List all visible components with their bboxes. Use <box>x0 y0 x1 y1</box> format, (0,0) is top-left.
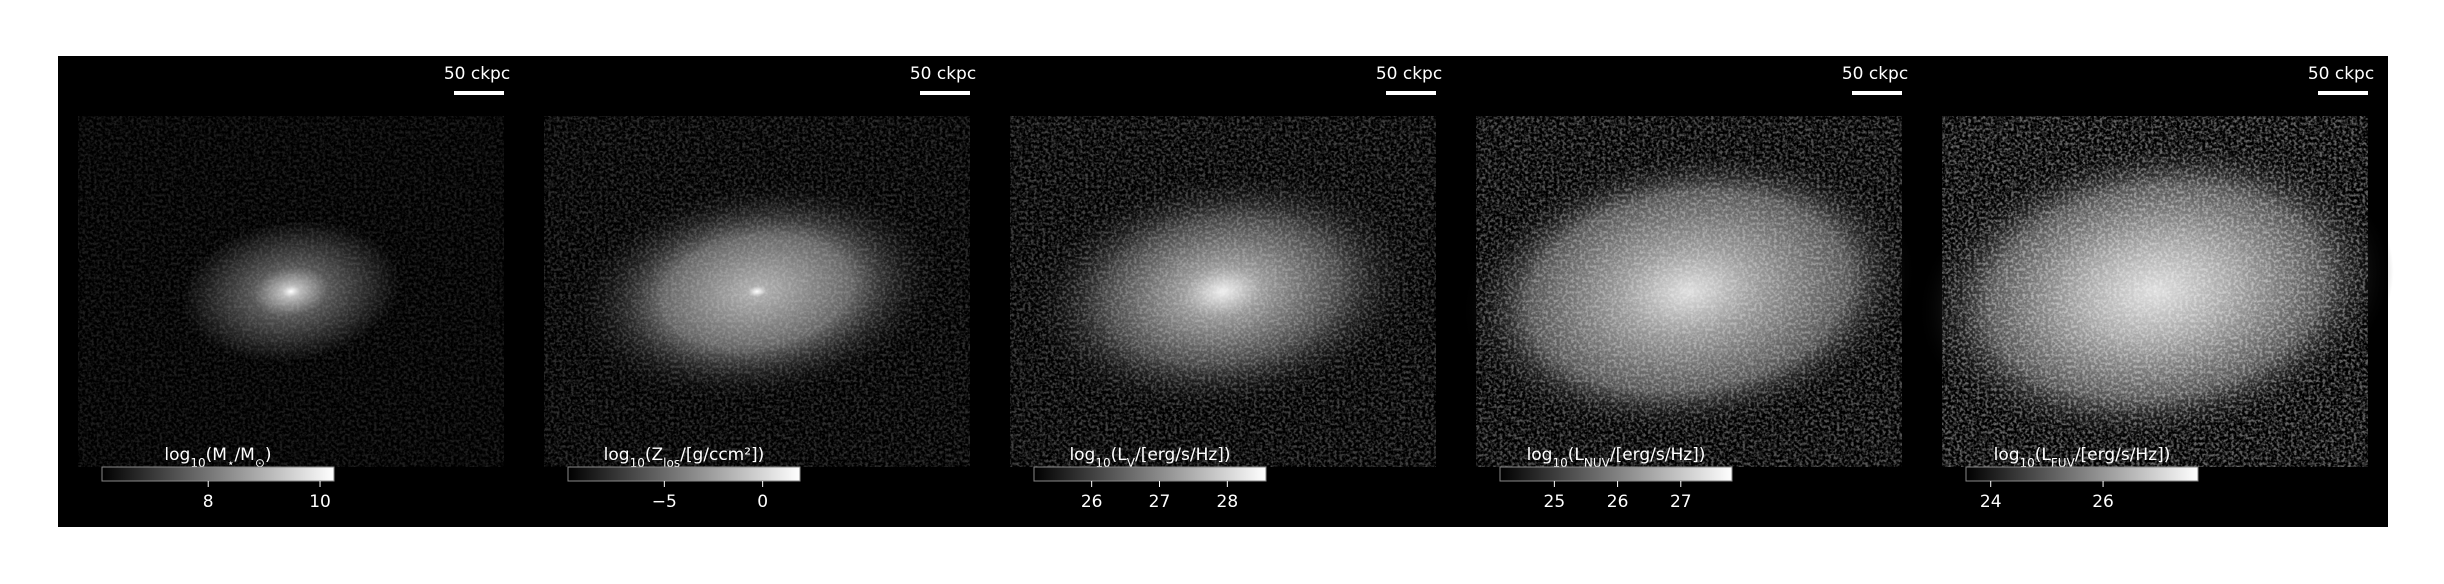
pixel-noise <box>1010 116 1436 467</box>
label-part: (L <box>1111 445 1128 465</box>
label-part: log <box>164 445 190 465</box>
scale-bar-label: 50 ckpc <box>1842 64 1908 84</box>
colorbar-tick-label: 26 <box>1607 492 1629 512</box>
colorbar <box>1965 466 2199 482</box>
panel: 50 ckpc log10(M⋆/M⊙) 8 10 <box>78 64 510 512</box>
pixel-noise <box>544 116 970 467</box>
label-part: ) <box>265 445 272 465</box>
label-part: (M <box>206 445 227 465</box>
pixel-noise <box>78 116 504 467</box>
colorbar-tick-label: 25 <box>1544 492 1566 512</box>
label-part: ⋆ <box>227 456 235 470</box>
label-part: log <box>1994 445 2020 465</box>
colorbar-tick-label: 27 <box>1149 492 1171 512</box>
scale-bar-label: 50 ckpc <box>1376 64 1442 84</box>
label-part: (L <box>1568 445 1585 465</box>
label-part: (L <box>2035 445 2052 465</box>
label-part: /[g/ccm²]) <box>680 445 764 465</box>
colorbar-label: log10(M⋆/M⊙) <box>164 445 271 470</box>
panel: 50 ckpc log10(LV/[erg/s/Hz]) 26 27 28 <box>1010 64 1442 512</box>
label-part: V <box>1127 456 1136 470</box>
label-part: log <box>604 445 630 465</box>
colorbar <box>567 466 801 482</box>
colorbar-tick-label: 26 <box>2092 492 2114 512</box>
scale-bar-label: 50 ckpc <box>444 64 510 84</box>
label-part: log <box>1069 445 1095 465</box>
colorbar-tick-label: 0 <box>757 492 768 512</box>
label-part: /[erg/s/Hz]) <box>2075 445 2171 465</box>
colorbar-tick-label: 8 <box>203 492 214 512</box>
label-part: log <box>1527 445 1553 465</box>
colorbar-tick-label: 26 <box>1081 492 1103 512</box>
colorbar-tick-label: 10 <box>309 492 331 512</box>
label-part: (Z <box>645 445 663 465</box>
pixel-noise <box>1476 116 1902 467</box>
colorbar <box>1033 466 1267 482</box>
colorbar-tick-label: 28 <box>1217 492 1239 512</box>
label-part: /M <box>234 445 254 465</box>
colorbar-tick-label: 24 <box>1980 492 2002 512</box>
colorbar-label: log10(LV/[erg/s/Hz]) <box>1069 445 1230 470</box>
scale-bar-label: 50 ckpc <box>910 64 976 84</box>
label-part: ⊙ <box>255 456 265 470</box>
colorbar-tick-label: −5 <box>652 492 677 512</box>
colorbar-tick-label: 27 <box>1670 492 1692 512</box>
scale-bar-label: 50 ckpc <box>2308 64 2374 84</box>
pixel-noise <box>1942 116 2368 467</box>
colorbar <box>101 466 335 482</box>
label-part: /[erg/s/Hz]) <box>1610 445 1706 465</box>
colorbar <box>1499 466 1733 482</box>
label-part: /[erg/s/Hz]) <box>1135 445 1231 465</box>
